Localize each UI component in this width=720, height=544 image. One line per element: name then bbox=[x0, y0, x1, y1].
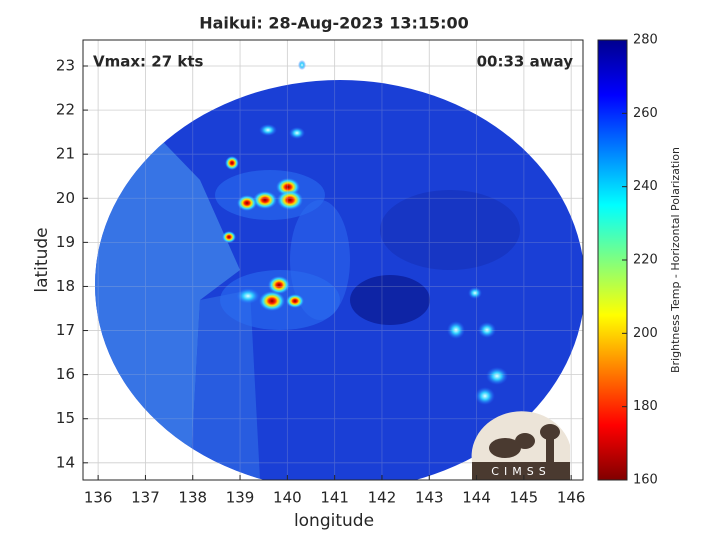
annotation: 00:33 away bbox=[477, 53, 574, 71]
colorbar-tick-label: 200 bbox=[633, 326, 658, 341]
annotation: Vmax: 27 kts bbox=[93, 53, 203, 71]
y-tick-label: 21 bbox=[56, 145, 75, 163]
y-tick-label: 23 bbox=[56, 57, 75, 75]
x-axis-label: longitude bbox=[294, 511, 374, 531]
y-tick-label: 14 bbox=[56, 453, 75, 471]
x-tick-label: 136 bbox=[84, 489, 113, 507]
x-tick-label: 144 bbox=[462, 489, 491, 507]
x-tick-label: 139 bbox=[226, 489, 255, 507]
image bbox=[95, 60, 583, 480]
x-tick-label: 141 bbox=[320, 489, 349, 507]
colorbar-tick-label: 160 bbox=[633, 473, 658, 488]
y-tick-label: 15 bbox=[56, 409, 75, 427]
x-tick-label: 145 bbox=[510, 489, 539, 507]
y-tick-label: 22 bbox=[56, 101, 75, 119]
colorbar-tick-label: 280 bbox=[633, 33, 658, 48]
logo: CIMSS bbox=[471, 411, 570, 480]
colorbar-tick-label: 180 bbox=[633, 399, 658, 414]
logo-text: CIMSS bbox=[491, 465, 550, 478]
grid bbox=[83, 40, 583, 480]
colorbar-label: Brightness Temp - Horizontal Polarizatio… bbox=[669, 147, 682, 373]
y-tick-label: 16 bbox=[56, 365, 75, 383]
y-axis-label: latitude bbox=[32, 227, 52, 292]
x-tick-label: 146 bbox=[557, 489, 586, 507]
y-tick-label: 17 bbox=[56, 321, 75, 339]
x-tick-label: 137 bbox=[131, 489, 160, 507]
x-tick-label: 143 bbox=[415, 489, 444, 507]
y-tick-label: 19 bbox=[56, 233, 75, 251]
colorbar-tick-label: 220 bbox=[633, 253, 658, 268]
x-tick-label: 140 bbox=[273, 489, 302, 507]
colorbar-tick-label: 260 bbox=[633, 106, 658, 121]
y-tick-label: 20 bbox=[56, 189, 75, 207]
axes-box bbox=[82, 39, 584, 481]
x-tick-label: 142 bbox=[368, 489, 397, 507]
chart-title: Haikui: 28-Aug-2023 13:15:00 bbox=[199, 14, 469, 33]
x-tick-label: 138 bbox=[178, 489, 207, 507]
colorbar-tick-label: 240 bbox=[633, 179, 658, 194]
y-tick-label: 18 bbox=[56, 277, 75, 295]
